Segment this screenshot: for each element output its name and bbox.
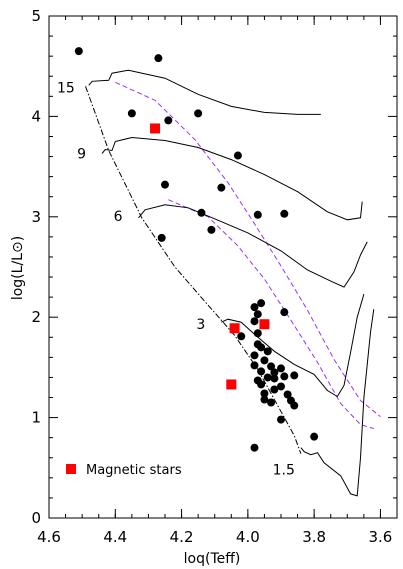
track-label-3: 3 (196, 317, 205, 333)
track-6 (138, 204, 368, 288)
star-point (270, 374, 279, 383)
star-point (257, 367, 266, 376)
track-label-15: 15 (57, 80, 75, 96)
track-label-9: 9 (77, 147, 86, 163)
star-point (277, 382, 285, 391)
x-tick-label: 3.6 (368, 528, 392, 546)
magnetic-star-point (259, 319, 270, 330)
plot-frame (48, 15, 398, 519)
star-point (194, 109, 203, 118)
star-point (267, 398, 276, 407)
star-point (267, 362, 276, 371)
x-tick-label: 4.0 (236, 528, 260, 546)
star-point (263, 347, 272, 356)
star-point (197, 208, 206, 217)
star-point (250, 317, 259, 326)
y-axis-label: log(L/L⊙) (10, 236, 26, 300)
star-point (233, 151, 242, 160)
x-tick-label: 3.8 (302, 528, 326, 546)
star-point (260, 395, 269, 404)
track-1-5 (300, 309, 375, 497)
star-point (157, 233, 166, 242)
star-point (253, 310, 262, 319)
y-tick-label: 0 (31, 509, 41, 527)
star-point (217, 183, 226, 192)
star-point (237, 332, 246, 341)
track-9 (101, 136, 363, 221)
y-tick-label: 2 (31, 308, 41, 326)
star-point (253, 210, 262, 219)
star-point (260, 389, 269, 398)
magnetic-star-point (229, 323, 240, 334)
star-point (280, 372, 289, 381)
track-3 (221, 293, 365, 398)
y-tick-label: 1 (31, 409, 41, 427)
star-point (283, 390, 292, 399)
star-point (280, 209, 289, 218)
legend: Magnetic stars (66, 463, 182, 478)
star-point (207, 225, 216, 234)
star-point (250, 361, 259, 370)
x-tick-label: 4.2 (170, 528, 194, 546)
magnetic-star-point (226, 379, 237, 390)
legend-marker-magnetic (66, 464, 76, 474)
track-15 (88, 69, 321, 115)
track-label-1-5: 1.5 (273, 463, 295, 479)
star-point (290, 371, 299, 380)
star-point (290, 401, 299, 410)
star-point (280, 308, 289, 317)
zams-line (85, 86, 302, 454)
star-point (250, 443, 259, 452)
star-point (260, 356, 269, 365)
star-point (277, 415, 285, 424)
star-point (257, 299, 266, 308)
y-tick-label: 4 (31, 107, 41, 125)
star-point (270, 368, 279, 377)
star-point (74, 47, 83, 56)
star-point (310, 432, 319, 441)
star-point (161, 180, 169, 189)
x-tick-label: 4.6 (37, 528, 61, 546)
star-point (263, 373, 272, 382)
star-point (277, 364, 285, 373)
y-tick-label: 5 (31, 7, 41, 25)
plot-area: 15 9 6 3 1.5 (57, 47, 381, 497)
star-point (250, 351, 259, 360)
star-point (253, 329, 262, 338)
x-axis-label: loq(Teff) (184, 551, 241, 567)
magnetic-star-point (150, 123, 161, 134)
y-tick-label: 3 (31, 208, 41, 226)
axes: 4.6 4.4 4.2 4.0 3.8 3.6 0 1 2 3 4 5 (31, 7, 398, 546)
star-point (250, 303, 259, 312)
legend-label-magnetic: Magnetic stars (86, 463, 182, 478)
star-point (257, 380, 266, 389)
x-tick-label: 4.4 (103, 528, 127, 546)
star-point (127, 109, 136, 118)
star-point (154, 54, 163, 63)
track-label-6: 6 (114, 209, 123, 225)
dashed-line-2 (168, 199, 374, 430)
dashed-line-1 (115, 81, 381, 417)
star-point (270, 385, 279, 394)
star-point (164, 116, 173, 125)
star-point (257, 343, 266, 352)
